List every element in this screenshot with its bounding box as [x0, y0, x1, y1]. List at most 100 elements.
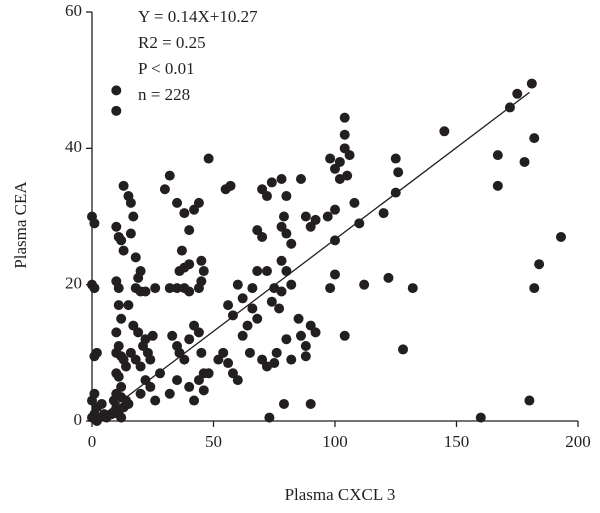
point	[145, 354, 156, 365]
point	[176, 245, 187, 256]
point	[330, 269, 340, 280]
point	[534, 259, 545, 270]
point	[155, 368, 166, 379]
point	[555, 231, 566, 242]
point	[203, 368, 214, 379]
point	[116, 235, 127, 246]
point	[116, 412, 127, 423]
point	[274, 303, 285, 314]
y-tick-label: 0	[74, 410, 83, 429]
point	[184, 381, 195, 392]
point	[96, 398, 107, 409]
point	[252, 266, 263, 277]
point	[125, 228, 136, 239]
point	[390, 153, 401, 164]
point	[128, 211, 139, 222]
point	[398, 344, 409, 355]
point	[439, 126, 450, 137]
point	[179, 208, 190, 219]
annotation: P < 0.01	[138, 59, 195, 78]
point	[378, 208, 389, 219]
point	[135, 388, 146, 399]
point	[519, 156, 530, 167]
point	[286, 354, 297, 365]
point	[325, 283, 336, 294]
point	[330, 204, 340, 215]
point	[339, 330, 350, 341]
point	[111, 85, 122, 96]
point	[271, 347, 282, 358]
point	[266, 177, 277, 188]
point	[179, 354, 190, 365]
point	[232, 279, 243, 290]
point	[223, 300, 234, 311]
point	[196, 255, 207, 266]
point	[393, 167, 404, 178]
y-tick-label: 60	[65, 1, 82, 20]
point	[276, 286, 287, 297]
point	[203, 153, 214, 164]
point	[193, 197, 204, 208]
point	[524, 395, 535, 406]
x-tick-label: 0	[88, 432, 97, 451]
point	[261, 266, 272, 277]
point	[278, 398, 289, 409]
y-tick-label: 40	[65, 137, 82, 156]
annotation: Y = 0.14X+10.27	[138, 7, 258, 26]
point	[184, 225, 195, 236]
point	[349, 197, 360, 208]
point	[339, 129, 350, 140]
point	[123, 398, 134, 409]
point	[123, 300, 134, 311]
point	[116, 381, 127, 392]
point	[196, 347, 207, 358]
point	[252, 313, 263, 324]
point	[133, 327, 144, 338]
point	[300, 341, 311, 352]
point	[145, 381, 156, 392]
point	[147, 330, 158, 341]
y-tick-label: 20	[65, 274, 82, 293]
point	[135, 361, 146, 372]
point	[193, 375, 204, 386]
point	[407, 283, 418, 294]
point	[198, 385, 209, 396]
point	[172, 283, 183, 294]
y-axis-label: Plasma CEA	[11, 181, 30, 269]
point	[247, 283, 258, 294]
point	[113, 371, 124, 382]
x-axis-label: Plasma CXCL 3	[285, 485, 396, 504]
point	[184, 334, 195, 345]
point	[125, 197, 136, 208]
x-tick-label: 150	[444, 432, 470, 451]
x-tick-label: 100	[322, 432, 348, 451]
annotation: R2 = 0.25	[138, 33, 206, 52]
point	[89, 283, 100, 294]
point	[526, 78, 537, 89]
point	[354, 218, 365, 229]
point	[264, 412, 275, 423]
point	[276, 174, 287, 185]
point	[281, 228, 292, 239]
point	[257, 231, 268, 242]
point	[325, 153, 336, 164]
point	[244, 347, 255, 358]
point	[295, 174, 306, 185]
point	[89, 218, 100, 229]
point	[293, 313, 304, 324]
point	[164, 388, 175, 399]
point	[232, 375, 243, 386]
point	[111, 327, 122, 338]
point	[140, 286, 151, 297]
point	[281, 191, 292, 202]
point	[310, 214, 321, 225]
point	[237, 293, 248, 304]
point	[113, 283, 124, 294]
point	[111, 105, 122, 116]
point	[334, 156, 345, 167]
point	[164, 170, 175, 181]
x-tick-label: 50	[205, 432, 222, 451]
point	[213, 354, 224, 365]
point	[164, 283, 175, 294]
